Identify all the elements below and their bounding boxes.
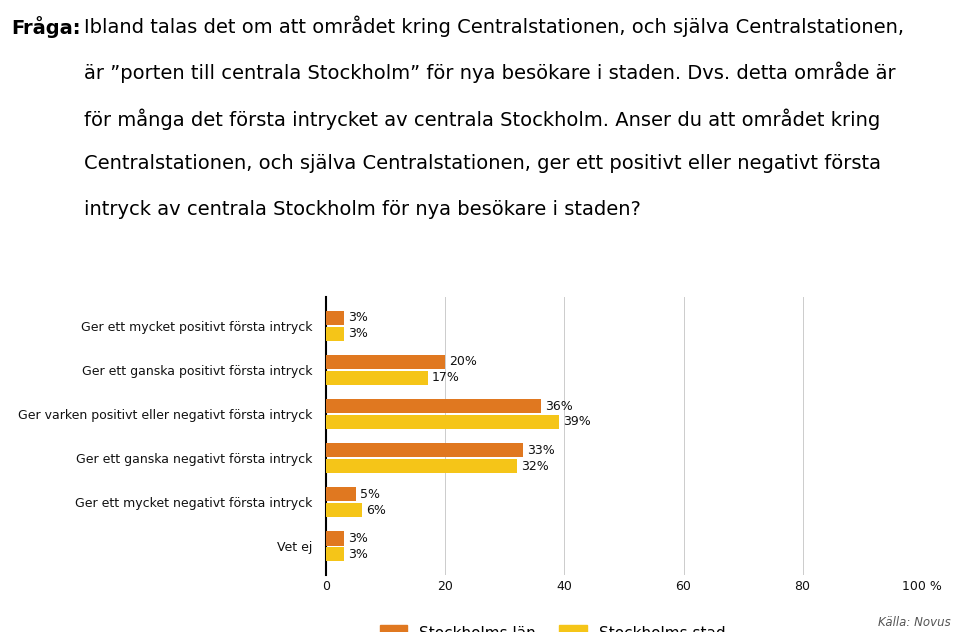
Bar [326,327,345,341]
Bar [326,532,345,545]
Text: 39%: 39% [563,415,590,428]
Bar [326,311,345,325]
Bar [326,487,356,501]
Text: Källa: Novus: Källa: Novus [877,616,950,629]
Bar [326,459,516,473]
Text: 33%: 33% [527,444,555,457]
Legend: Stockholms län, Stockholms stad: Stockholms län, Stockholms stad [373,619,732,632]
Text: för många det första intrycket av centrala Stockholm. Anser du att området kring: för många det första intrycket av centra… [84,108,880,130]
Bar [326,371,427,385]
Text: 3%: 3% [348,532,369,545]
Text: Fråga:: Fråga: [12,16,81,38]
Text: Centralstationen, och själva Centralstationen, ger ett positivt eller negativt f: Centralstationen, och själva Centralstat… [84,154,881,173]
Text: 5%: 5% [360,488,380,501]
Text: är ”porten till centrala Stockholm” för nya besökare i staden. Dvs. detta område: är ”porten till centrala Stockholm” för … [84,62,896,83]
Text: 6%: 6% [367,504,386,517]
Text: 32%: 32% [521,459,549,473]
Text: 36%: 36% [545,399,572,413]
Bar [326,503,362,518]
Bar [326,415,559,429]
Text: intryck av centrala Stockholm för nya besökare i staden?: intryck av centrala Stockholm för nya be… [84,200,641,219]
Text: 3%: 3% [348,327,369,340]
Bar [326,399,540,413]
Bar [326,355,445,369]
Text: Ibland talas det om att området kring Centralstationen, och själva Centralstatio: Ibland talas det om att området kring Ce… [84,16,904,37]
Text: 3%: 3% [348,312,369,324]
Text: 17%: 17% [432,372,460,384]
Text: 3%: 3% [348,548,369,561]
Bar [326,443,523,458]
Text: 20%: 20% [449,355,477,368]
Bar [326,547,345,561]
